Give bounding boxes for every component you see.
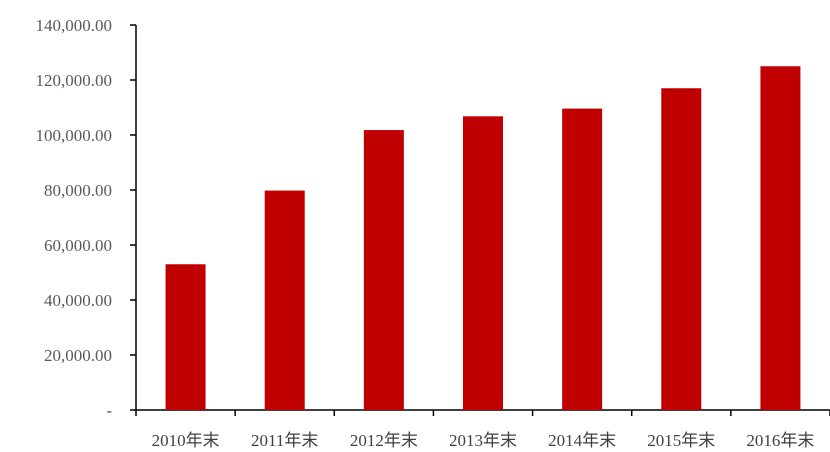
y-tick-label: 100,000.00 [36,126,113,145]
bar [562,108,603,410]
x-tick-label: 2016年末 [746,431,814,450]
x-tick-label: 2014年末 [548,431,616,450]
y-tick-label: 20,000.00 [44,346,112,365]
bar [165,264,206,410]
y-axis: - 20,000.00 40,000.00 60,000.00 80,000.00 100… [36,16,137,420]
y-tick-label: - [106,401,112,420]
y-tick-label: 140,000.00 [36,16,113,35]
x-tick-label: 2011年末 [251,431,318,450]
y-tick-label: 80,000.00 [44,181,112,200]
y-tick-label: 120,000.00 [36,71,113,90]
bar [264,190,305,410]
x-tick-label: 2010年末 [152,431,220,450]
bar [661,88,702,410]
x-tick-label: 2013年末 [449,431,517,450]
bar [463,116,503,411]
x-tick-label: 2015年末 [647,431,715,450]
x-tick-label: 2012年末 [350,431,418,450]
bar [760,66,801,410]
x-axis: 2010年末 2011年末 2012年末 2013年末 2014年末 2015年末 2016… [135,409,830,450]
bar [363,130,404,411]
bars [165,66,801,411]
y-tick-label: 60,000.00 [44,236,112,255]
y-tick-label: 40,000.00 [44,291,112,310]
